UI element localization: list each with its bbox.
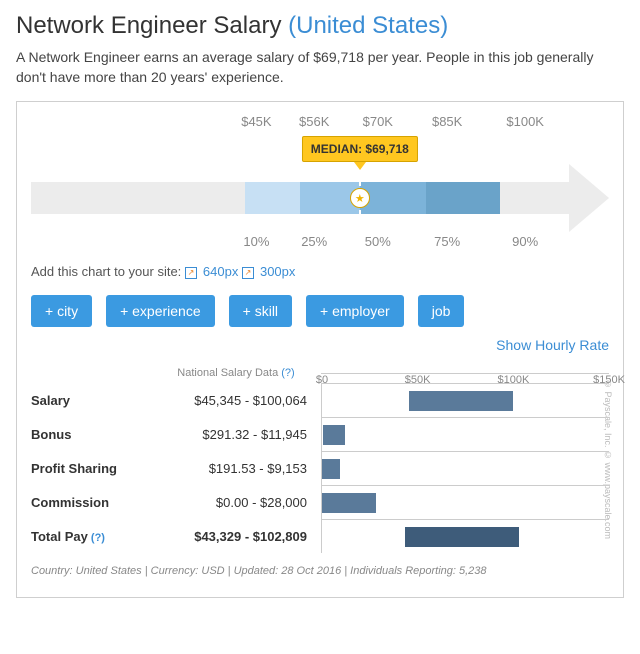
axis-top-label: $56K [299,114,329,129]
filter-button[interactable]: + employer [306,295,404,327]
range-row-bar-area [321,417,609,451]
range-row-value: $45,345 - $100,064 [151,393,321,408]
range-row-label: Total Pay (?) [31,529,151,544]
range-chart: © Payscale, Inc. © www.payscale.com Nati… [31,363,609,553]
axis-top-label: $70K [363,114,393,129]
range-bar [323,425,345,445]
embed-link[interactable]: 300px [260,264,295,279]
meta-info: Country: United States | Currency: USD |… [31,565,609,577]
median-pointer-icon [354,162,366,170]
range-row-bar-area [321,451,609,485]
filter-button[interactable]: + experience [106,295,215,327]
axis-top-label: $100K [506,114,544,129]
range-row: Bonus$291.32 - $11,945 [31,417,609,451]
range-row: Salary$45,345 - $100,064 [31,383,609,417]
embed-row: Add this chart to your site: ↗ 640px ↗ 300… [31,264,609,279]
arrow-head-icon [569,164,609,232]
range-row-value: $291.32 - $11,945 [151,427,321,442]
embed-prefix: Add this chart to your site: [31,264,181,279]
help-icon[interactable]: (?) [281,367,294,379]
range-row-value: $191.53 - $9,153 [151,461,321,476]
star-icon: ★ [350,188,370,208]
help-icon[interactable]: (?) [88,532,105,544]
range-bar [409,391,514,411]
range-row-bar-area [321,383,609,417]
filter-button[interactable]: job [418,295,465,327]
range-row-bar-area [321,485,609,519]
range-row-value: $43,329 - $102,809 [151,529,321,544]
dist-segment [245,182,300,214]
range-bar [322,459,339,479]
dist-arrow: MEDIAN: $69,718★ [31,168,609,228]
range-row-label: Profit Sharing [31,461,151,476]
axis-bottom-label: 25% [301,234,327,249]
filter-button[interactable]: + city [31,295,92,327]
axis-top-label: $85K [432,114,462,129]
axis-bottom-label: 50% [365,234,391,249]
embed-icon: ↗ [185,267,197,279]
dist-axis-top: $45K $56K $70K $85K $100K [31,114,609,132]
embed-icon: ↗ [242,267,254,279]
range-row-value: $0.00 - $28,000 [151,495,321,510]
filter-row: + city + experience + skill + employer job [31,295,609,327]
range-row-label: Salary [31,393,151,408]
range-row: Profit Sharing$191.53 - $9,153 [31,451,609,485]
axis-bottom-label: 10% [243,234,269,249]
axis-bottom-label: 90% [512,234,538,249]
page-title: Network Engineer Salary (United States) [16,12,624,40]
range-header: National Salary Data (?) $0$50K$100K$150… [31,363,609,383]
range-row-bar-area [321,519,609,553]
dist-axis-bottom: 10% 25% 50% 75% 90% [31,234,609,252]
embed-link[interactable]: 640px [203,264,238,279]
title-main: Network Engineer Salary [16,12,281,39]
title-location: (United States) [288,12,448,39]
dist-segment [426,182,500,214]
axis-bottom-label: 75% [434,234,460,249]
show-hourly-link[interactable]: Show Hourly Rate [496,337,609,353]
hourly-toggle-row: Show Hourly Rate [31,337,609,355]
median-flag: MEDIAN: $69,718 [302,136,418,162]
salary-chart-panel: $45K$56K$70K$85K$100K MEDIAN: $69,718★ 1… [16,101,624,598]
range-axis: $0$50K$100K$150K [321,373,609,374]
range-header-label: National Salary Data [177,367,278,379]
range-row-label: Bonus [31,427,151,442]
range-bar [322,493,376,513]
description: A Network Engineer earns an average sala… [16,48,624,87]
range-row: Total Pay (?)$43,329 - $102,809 [31,519,609,553]
dist-arrow-body: MEDIAN: $69,718★ [31,182,579,214]
range-bar [405,527,519,547]
range-row-label: Commission [31,495,151,510]
axis-top-label: $45K [241,114,271,129]
range-row: Commission$0.00 - $28,000 [31,485,609,519]
filter-button[interactable]: + skill [229,295,292,327]
